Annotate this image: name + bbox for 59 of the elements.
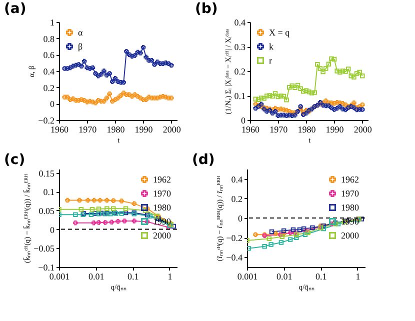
x-tick-label: 1960 [242, 124, 260, 134]
y-tick-label: 0.2 [43, 82, 54, 93]
y-tick-label: −0.2 [38, 116, 54, 126]
x-tick-label: 1960 [50, 124, 69, 134]
y-tick-label: 0.1 [43, 187, 54, 198]
y-tick-label: 0 [50, 224, 55, 235]
legend-label: X = q [269, 28, 290, 38]
y-tick-label: 0.05 [38, 206, 55, 216]
chart-title: (b) [195, 1, 218, 17]
y-tick-label: 0 [238, 214, 243, 224]
y-tick-label: 0.3 [234, 42, 246, 52]
x-tick-label: 0.001 [237, 272, 258, 282]
x-tick-label: 1 [168, 272, 172, 282]
x-tick-label: 1970 [78, 124, 98, 134]
chart-title: (a) [4, 1, 26, 17]
x-tick-label: 0.01 [88, 272, 104, 282]
legend-label: 1980 [341, 202, 360, 212]
x-tick-label: 1980 [106, 124, 126, 134]
y-tick-label: 0.8 [43, 34, 55, 44]
chart-title: (d) [192, 152, 215, 168]
y-tick-label: 0.2 [231, 194, 242, 204]
legend-label: 1962 [341, 174, 359, 184]
y-tick-label: 0.4 [231, 174, 243, 184]
y-tick-label: 0 [50, 99, 55, 110]
y-tick-label: −0.4 [226, 252, 243, 263]
y-tick-label: 0.15 [38, 168, 55, 178]
y-tick-label: −0.1 [38, 262, 54, 272]
legend-label: β [78, 42, 83, 52]
legend-label: 1970 [341, 188, 360, 198]
x-tick-label: 2000 [354, 124, 372, 134]
y-tick-label: 0.4 [234, 18, 246, 28]
x-tick-label: 1 [356, 272, 360, 282]
legend-label: 2000 [341, 230, 360, 240]
legend-label: α [78, 28, 83, 38]
y-tick-label: 0.1 [234, 91, 246, 101]
y-tick-label: 0.4 [43, 66, 55, 76]
x-tick-label: 1970 [270, 124, 288, 134]
chart-title: (c) [4, 152, 26, 168]
legend-label: 1990 [341, 216, 360, 226]
x-tick-label: 0.001 [49, 272, 70, 282]
legend-label: 1962 [153, 174, 171, 184]
legend-label: 1970 [153, 188, 172, 198]
x-tick-label: 1980 [298, 124, 316, 134]
y-tick-label: −0.05 [34, 244, 55, 254]
y-tick-label: 0.6 [43, 50, 55, 60]
x-tick-label: 0.1 [128, 272, 139, 282]
legend-label: r [269, 56, 272, 66]
legend-label: 1980 [153, 202, 172, 212]
y-tick-label: 0.2 [234, 66, 246, 76]
legend-label: k [269, 42, 274, 52]
x-tick-label: 1990 [134, 124, 154, 134]
y-tick-label: −0.2 [226, 233, 242, 244]
y-tick-label: 1 [50, 18, 54, 28]
x-tick-label: 0.1 [316, 272, 327, 282]
y-tick-label: 0 [241, 116, 246, 126]
x-tick-label: 0.01 [276, 272, 292, 282]
x-tick-label: 1990 [326, 124, 344, 134]
legend-label: 2000 [153, 230, 172, 240]
x-tick-label: 2000 [162, 124, 182, 134]
